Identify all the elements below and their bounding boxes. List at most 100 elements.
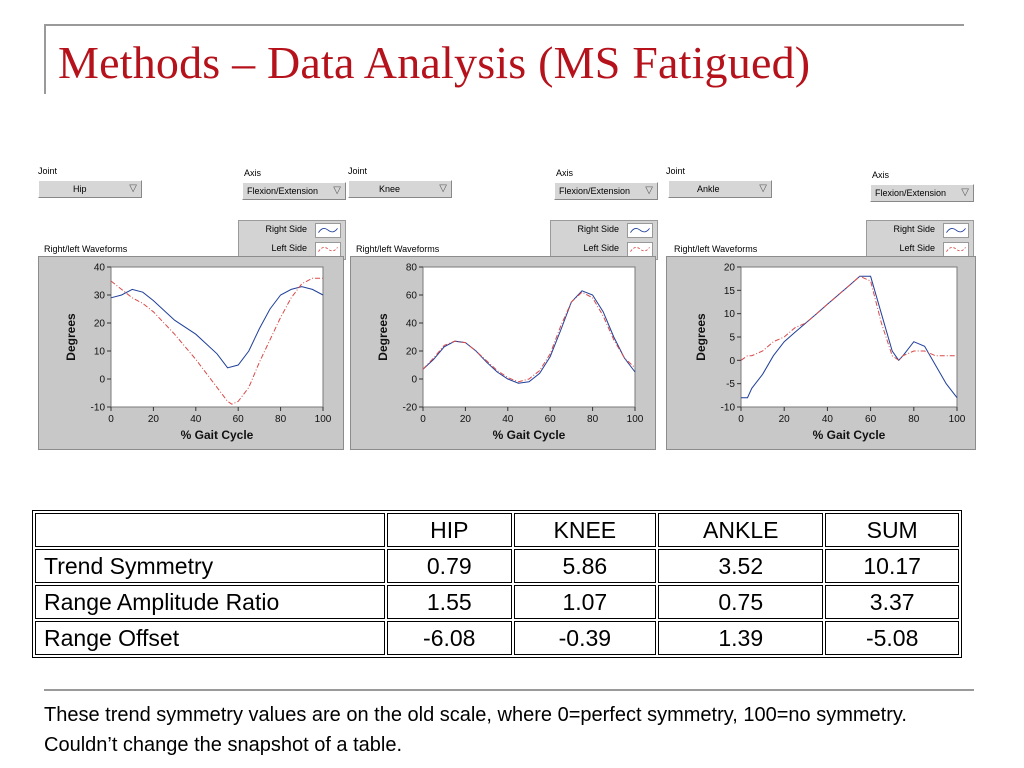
x-tick-label: 0: [738, 414, 744, 425]
legend-label-right: Right Side: [577, 224, 619, 234]
y-tick-label: -5: [726, 379, 735, 390]
x-tick-label: 80: [908, 414, 920, 425]
joint-value: Ankle: [697, 184, 720, 194]
table-cell: 3.52: [658, 549, 824, 583]
x-tick-label: 80: [275, 414, 287, 425]
legend-row-right: Right Side: [551, 222, 657, 240]
x-tick-label: 100: [627, 414, 644, 425]
axis-selector[interactable]: Flexion/Extension ▽: [870, 184, 974, 202]
axis-label: Axis: [872, 170, 890, 180]
legend-swatch-left: [627, 242, 653, 257]
title-rule-left: [44, 24, 46, 94]
x-tick-label: 0: [108, 414, 114, 425]
legend-swatch-left: [943, 242, 969, 257]
y-tick-label: 80: [406, 263, 418, 274]
plot-area: [740, 266, 958, 408]
legend-swatch-right: [627, 223, 653, 238]
legend-label-left: Left Side: [583, 243, 619, 253]
axis-selector[interactable]: Flexion/Extension ▽: [242, 182, 346, 200]
x-tick-label: 100: [315, 414, 332, 425]
table-cell: 0.79: [387, 549, 512, 583]
table-header-cell: [35, 513, 385, 547]
dropdown-arrow-icon: ▽: [129, 183, 137, 194]
panel-ankle: Joint Ankle ▽ Axis Flexion/Extension ▽ R…: [664, 160, 976, 452]
y-tick-label: 20: [406, 347, 418, 358]
axis-value: Flexion/Extension: [875, 188, 947, 198]
axis-value: Flexion/Extension: [559, 186, 631, 196]
series-line-right-side: [422, 290, 636, 384]
legend: Right Side Left Side: [550, 220, 658, 260]
plot-area: [422, 266, 636, 408]
slide-title: Methods – Data Analysis (MS Fatigued): [58, 37, 811, 88]
legend-swatch-left: [315, 242, 341, 257]
waveform-label: Right/left Waveforms: [44, 244, 128, 254]
joint-selector[interactable]: Knee ▽: [348, 180, 452, 198]
joint-value: Hip: [73, 184, 87, 194]
graph-frame: -10 -5 0 5 10 15 20 0 20 40 60 80 100 % Gait Cycle Deg…: [666, 256, 976, 450]
y-axis-label: Degrees: [694, 313, 708, 361]
joint-selector[interactable]: Hip ▽: [38, 180, 142, 198]
y-axis-label: Degrees: [376, 313, 390, 361]
axis-label: Axis: [244, 168, 262, 178]
title-rule-top: [44, 24, 964, 26]
y-tick-label: 0: [411, 375, 417, 386]
legend-label-right: Right Side: [265, 224, 307, 234]
x-tick-label: 40: [502, 414, 514, 425]
x-axis-label: % Gait Cycle: [493, 428, 566, 442]
table-row: Trend Symmetry 0.79 5.86 3.52 10.17: [35, 549, 959, 583]
x-tick-label: 20: [779, 414, 791, 425]
axis-selector[interactable]: Flexion/Extension ▽: [554, 182, 658, 200]
joint-label: Joint: [38, 166, 58, 176]
x-tick-label: 60: [545, 414, 557, 425]
table-row: Range Offset -6.08 -0.39 1.39 -5.08: [35, 621, 959, 655]
y-axis-label: Degrees: [64, 313, 78, 361]
waveform-label: Right/left Waveforms: [674, 244, 758, 254]
x-tick-label: 60: [865, 414, 877, 425]
y-tick-label: 30: [94, 291, 106, 302]
table-cell: 3.37: [825, 585, 959, 619]
x-axis-label: % Gait Cycle: [181, 428, 254, 442]
table-header-cell: HIP: [387, 513, 512, 547]
legend-swatch-right: [315, 223, 341, 238]
x-axis-label: % Gait Cycle: [813, 428, 886, 442]
joint-label: Joint: [666, 166, 686, 176]
dropdown-arrow-icon: ▽: [333, 185, 341, 196]
legend-swatch-right: [943, 223, 969, 238]
waveform-chart-ankle: -10 -5 0 5 10 15 20 0 20 40 60 80 100 % Gait Cycle Deg…: [694, 263, 966, 443]
graph-frame: -20 0 20 40 60 80 0 20 40 60 80 100% Gait Cycle Degr…: [350, 256, 656, 450]
y-tick-label: 60: [406, 291, 418, 302]
table-row: Range Amplitude Ratio 1.55 1.07 0.75 3.3…: [35, 585, 959, 619]
y-tick-label: 0: [729, 356, 735, 367]
dropdown-arrow-icon: ▽: [645, 185, 653, 196]
y-tick-label: 20: [94, 319, 106, 330]
panel-hip: Joint Hip ▽ Axis Flexion/Extension ▽ Rig…: [36, 160, 348, 452]
table-cell: 0.75: [658, 585, 824, 619]
table-cell: -5.08: [825, 621, 959, 655]
table-cell: 1.39: [658, 621, 824, 655]
y-tick-label: 10: [94, 347, 106, 358]
series-line-left-side: [110, 277, 323, 405]
y-tick-label: 40: [94, 263, 106, 274]
joint-value: Knee: [379, 184, 401, 194]
legend-label-left: Left Side: [899, 243, 935, 253]
y-tick-label: -10: [721, 403, 736, 414]
joint-selector[interactable]: Ankle ▽: [668, 180, 772, 198]
y-tick-label: -20: [403, 403, 418, 414]
x-tick-label: 20: [460, 414, 472, 425]
footer-rule: [44, 689, 974, 691]
y-tick-label: 40: [406, 319, 418, 330]
footnote: These trend symmetry values are on the o…: [44, 704, 907, 756]
axis-value: Flexion/Extension: [247, 186, 319, 196]
table-cell: -6.08: [387, 621, 512, 655]
y-tick-label: 5: [729, 333, 735, 344]
joint-label: Joint: [348, 166, 368, 176]
table-header-cell: ANKLE: [658, 513, 824, 547]
plot-area: [110, 266, 324, 408]
x-tick-label: 20: [148, 414, 160, 425]
graph-frame: -10 0 10 20 30 40 0 20 40 60 80 100% Gait Cycle Degr…: [38, 256, 344, 450]
table-header-cell: KNEE: [513, 513, 657, 547]
table-header-cell: SUM: [825, 513, 959, 547]
y-tick-label: 15: [724, 286, 736, 297]
y-tick-label: 0: [99, 375, 105, 386]
